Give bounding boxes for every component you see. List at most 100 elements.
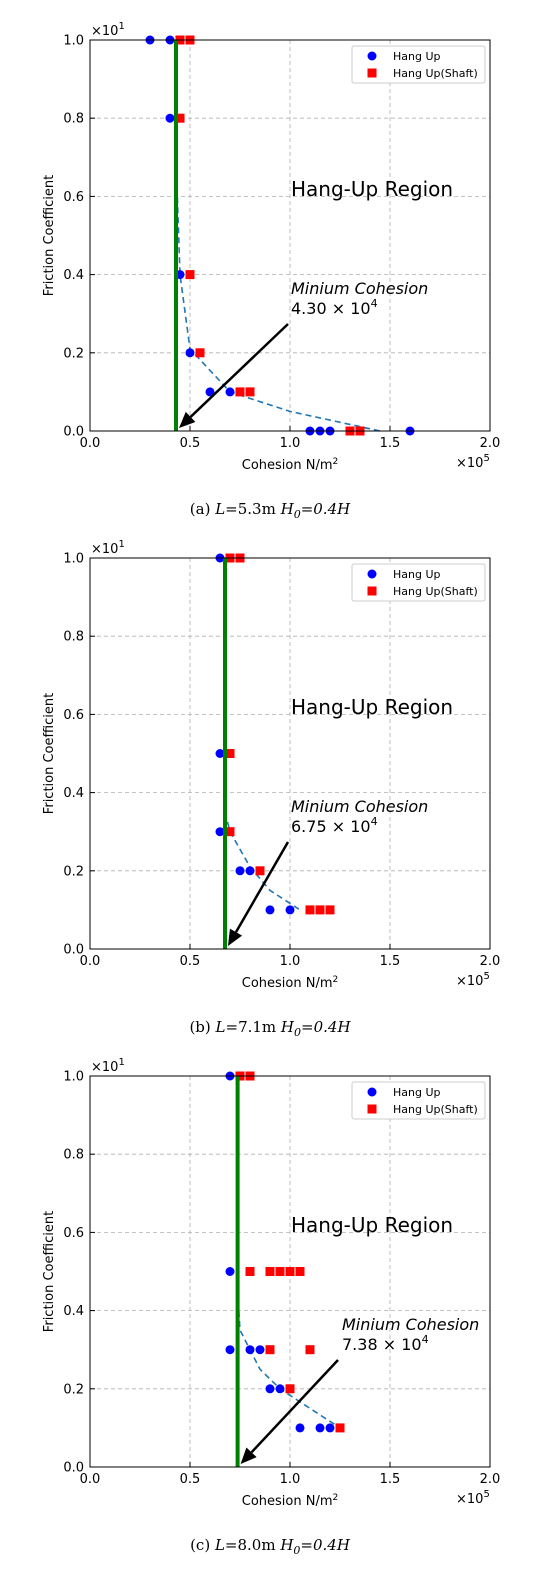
data-point-hang-up-shaft bbox=[335, 1423, 345, 1433]
data-point-hang-up bbox=[315, 1423, 325, 1433]
legend-label-hang-up: Hang Up bbox=[393, 568, 441, 581]
data-point-hang-up bbox=[185, 348, 195, 358]
y-multiplier: ×101 bbox=[91, 21, 125, 39]
data-point-hang-up-shaft bbox=[235, 387, 245, 397]
x-tick-label: 1.5 bbox=[380, 954, 401, 969]
y-tick-label: 0.8 bbox=[63, 112, 84, 127]
y-multiplier: ×101 bbox=[91, 1057, 125, 1075]
grid bbox=[90, 1076, 490, 1467]
x-tick-label: 0.0 bbox=[80, 1472, 101, 1487]
region-label: Hang-Up Region bbox=[291, 695, 453, 719]
legend-marker-hang-up-shaft bbox=[367, 586, 377, 596]
data-point-hang-up bbox=[295, 1423, 305, 1433]
data-point-hang-up bbox=[245, 1345, 255, 1355]
legend-box bbox=[351, 45, 486, 84]
data-point-hang-up-shaft bbox=[225, 749, 235, 758]
data-point-hang-up-shaft bbox=[185, 270, 195, 280]
legend-label-hang-up: Hang Up bbox=[393, 1086, 441, 1099]
x-axis-label: Cohesion N/m2 bbox=[242, 1493, 338, 1509]
y-axis-label: Friction Coefficient bbox=[42, 693, 57, 814]
data-point-hang-up-shaft bbox=[305, 905, 315, 915]
data-point-hang-up bbox=[165, 113, 175, 123]
ticks: 0.0 0.5 1.0 1.5 2.0 0.0 0.2 0.4 0.6 0.8 1.0 bbox=[63, 34, 500, 452]
x-tick-label: 2.0 bbox=[480, 436, 501, 451]
x-tick-label: 1.0 bbox=[280, 1472, 301, 1487]
data-point-hang-up-shaft bbox=[305, 1345, 315, 1355]
y-tick-label: 0.0 bbox=[63, 1461, 84, 1476]
y-tick-label: 0.6 bbox=[63, 708, 84, 723]
series-hang-up-shaft bbox=[225, 553, 335, 915]
data-point-hang-up-shaft bbox=[245, 1267, 255, 1276]
y-tick-label: 0.4 bbox=[63, 268, 84, 283]
data-point-hang-up-shaft bbox=[175, 113, 185, 123]
data-point-hang-up-shaft bbox=[285, 1384, 295, 1394]
data-point-hang-up bbox=[265, 905, 275, 915]
legend-label-hang-up-shaft: Hang Up(Shaft) bbox=[393, 585, 478, 598]
x-axis-label: Cohesion N/m2 bbox=[242, 975, 338, 991]
boundary-curve bbox=[236, 1290, 341, 1429]
data-point-hang-up-shaft bbox=[245, 387, 255, 397]
data-point-hang-up bbox=[245, 866, 255, 876]
data-point-hang-up bbox=[285, 905, 295, 915]
y-tick-label: 0.0 bbox=[63, 943, 84, 958]
y-tick-label: 0.6 bbox=[63, 1226, 84, 1241]
data-point-hang-up bbox=[265, 1384, 275, 1394]
annotation-title: Minium Cohesion bbox=[342, 1315, 479, 1334]
y-multiplier: ×101 bbox=[91, 539, 125, 557]
data-point-hang-up-shaft bbox=[265, 1345, 275, 1355]
data-point-hang-up-shaft bbox=[325, 905, 335, 915]
x-tick-label: 1.0 bbox=[280, 954, 301, 969]
legend: Hang Up Hang Up(Shaft) bbox=[351, 1081, 486, 1120]
legend-box bbox=[351, 563, 486, 602]
data-point-hang-up bbox=[275, 1384, 285, 1394]
series-hang-up bbox=[215, 553, 295, 915]
y-tick-label: 0.8 bbox=[63, 1148, 84, 1163]
x-multiplier: ×105 bbox=[456, 971, 490, 989]
x-axis-label: Cohesion N/m2 bbox=[242, 457, 338, 473]
legend: Hang Up Hang Up(Shaft) bbox=[351, 563, 486, 602]
y-tick-label: 0.6 bbox=[63, 190, 84, 205]
region-label: Hang-Up Region bbox=[291, 1213, 453, 1237]
annotation-arrow-head bbox=[228, 928, 243, 946]
x-tick-label: 1.0 bbox=[280, 436, 301, 451]
x-tick-label: 0.5 bbox=[180, 1472, 201, 1487]
annotation-arrow-head bbox=[240, 1447, 257, 1464]
annotation-arrow-shaft bbox=[189, 323, 289, 418]
data-point-hang-up bbox=[235, 866, 245, 876]
y-tick-label: 0.2 bbox=[63, 1382, 84, 1397]
legend-label-hang-up-shaft: Hang Up(Shaft) bbox=[393, 67, 478, 80]
legend: Hang Up Hang Up(Shaft) bbox=[351, 45, 486, 84]
figure-caption: (c) L=8.0m H0=0.4H bbox=[190, 1536, 351, 1554]
annotation-title: Minium Cohesion bbox=[291, 279, 428, 298]
annotation-value: 4.30 × 104 bbox=[291, 297, 378, 318]
annotation-arrow-shaft bbox=[250, 1359, 339, 1454]
grid bbox=[90, 558, 490, 949]
legend-marker-hang-up bbox=[367, 1087, 377, 1097]
y-axis-label: Friction Coefficient bbox=[42, 1211, 57, 1332]
x-tick-label: 1.5 bbox=[380, 436, 401, 451]
data-point-hang-up-shaft bbox=[285, 1267, 295, 1276]
data-point-hang-up bbox=[325, 1423, 335, 1433]
y-tick-label: 0.0 bbox=[63, 425, 84, 440]
x-tick-label: 2.0 bbox=[480, 1472, 501, 1487]
data-point-hang-up bbox=[255, 1345, 265, 1355]
y-tick-label: 1.0 bbox=[63, 552, 84, 567]
data-point-hang-up-shaft bbox=[265, 1267, 275, 1276]
data-point-hang-up-shaft bbox=[275, 1267, 285, 1276]
y-tick-label: 0.4 bbox=[63, 1304, 84, 1319]
y-tick-label: 0.8 bbox=[63, 630, 84, 645]
y-tick-label: 0.4 bbox=[63, 786, 84, 801]
legend-label-hang-up: Hang Up bbox=[393, 50, 441, 63]
x-tick-label: 2.0 bbox=[480, 954, 501, 969]
x-tick-label: 0.0 bbox=[80, 954, 101, 969]
chart-panel-2: 0.0 0.5 1.0 1.5 2.0 0.0 0.2 0.4 0.6 0.8 1.0 ×101 ×10… bbox=[42, 539, 501, 1036]
figure-caption: (a) L=5.3m H0=0.4H bbox=[190, 500, 351, 518]
data-point-hang-up bbox=[215, 749, 225, 758]
chart-panel-1: 0.0 0.5 1.0 1.5 2.0 0.0 0.2 0.4 0.6 0.8 1.0 ×101 ×10… bbox=[42, 21, 500, 518]
y-tick-label: 0.2 bbox=[63, 864, 84, 879]
series-hang-up bbox=[225, 1071, 335, 1433]
legend-marker-hang-up-shaft bbox=[367, 68, 377, 78]
region-label: Hang-Up Region bbox=[291, 177, 453, 201]
x-tick-label: 0.0 bbox=[80, 436, 101, 451]
data-point-hang-up-shaft bbox=[295, 1267, 305, 1276]
